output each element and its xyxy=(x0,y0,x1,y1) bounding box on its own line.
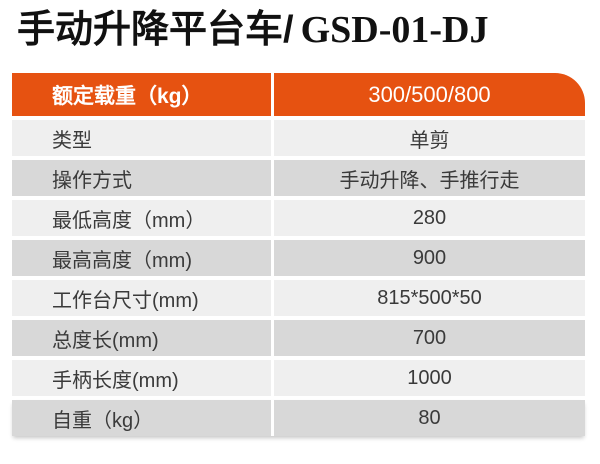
table-row: 最高高度（mm) 900 xyxy=(12,240,585,276)
table-row: 最低高度（mm） 280 xyxy=(12,200,585,236)
row-value: 700 xyxy=(412,326,447,349)
row-label: 最高高度（mm) xyxy=(12,240,274,276)
table-row: 类型 单剪 xyxy=(12,120,585,156)
row-value: 80 xyxy=(418,406,441,429)
row-value: 900 xyxy=(412,246,447,269)
header-row: 额定载重（kg） 300/500/800 xyxy=(12,73,585,116)
title-product-name: 手动升降平台车/ xyxy=(17,9,294,51)
row-label: 手柄长度(mm) xyxy=(12,360,274,396)
row-label: 自重（kg） xyxy=(12,400,274,436)
row-value: 815*500*50 xyxy=(377,286,482,309)
header-label: 额定载重（kg） xyxy=(12,73,274,116)
table-row: 手柄长度(mm) 1000 xyxy=(12,360,585,396)
row-value: 1000 xyxy=(407,366,452,389)
table-row: 工作台尺寸(mm) 815*500*50 xyxy=(12,280,585,316)
row-value: 手动升降、手推行走 xyxy=(339,169,520,192)
spec-table: 额定载重（kg） 300/500/800 类型 单剪 操作方式 手动升降、手推行… xyxy=(12,73,585,436)
page-title: 手动升降平台车/GSD-01-DJ xyxy=(17,6,488,54)
row-label: 总度长(mm) xyxy=(12,320,274,356)
row-label: 最低高度（mm） xyxy=(12,200,274,236)
row-value: 280 xyxy=(412,206,447,229)
row-label: 操作方式 xyxy=(12,160,274,196)
row-label: 类型 xyxy=(12,120,274,156)
header-value: 300/500/800 xyxy=(368,81,491,107)
title-model-code: GSD-01-DJ xyxy=(300,9,489,51)
row-label: 工作台尺寸(mm) xyxy=(12,280,274,316)
row-value: 单剪 xyxy=(409,129,450,152)
spec-rows: 类型 单剪 操作方式 手动升降、手推行走 最低高度（mm） 280 最高高度（m… xyxy=(12,120,585,436)
table-row: 操作方式 手动升降、手推行走 xyxy=(12,160,585,196)
table-row: 自重（kg） 80 xyxy=(12,400,585,436)
table-row: 总度长(mm) 700 xyxy=(12,320,585,356)
